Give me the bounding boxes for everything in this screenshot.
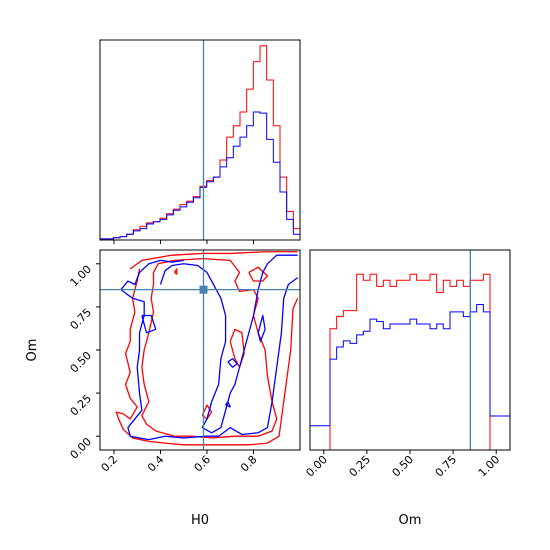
h0-om-contour-panel: 0.2 0.4 0.6 0.8 0.00 0.25 0.50 0.75 1.00 xyxy=(68,249,301,475)
om-y-tick-label: 0.25 xyxy=(68,392,95,419)
contour-blue-8 xyxy=(159,254,298,434)
h0-x-tick-label: 0.6 xyxy=(192,453,214,475)
contour-red-1 xyxy=(115,268,299,446)
om-y-tick-label: 0.00 xyxy=(68,435,95,462)
contour-blue-12 xyxy=(225,401,231,408)
contour-blue-7 xyxy=(120,259,299,441)
contour-red-0 xyxy=(129,251,298,270)
contour-red-5 xyxy=(201,404,213,420)
h0-x-tick-label: 0.8 xyxy=(238,453,260,475)
h0-x-tick-label: 0.2 xyxy=(99,453,121,475)
om-y-tick-label: 1.00 xyxy=(68,263,95,290)
h0-hist-frame xyxy=(99,39,301,241)
contour-blue-9 xyxy=(141,314,157,334)
contour-red-2 xyxy=(141,257,278,439)
y-axis-label-om: Om xyxy=(25,339,40,362)
om-y-tick-label: 0.75 xyxy=(68,306,95,333)
om-y-tick-label: 0.50 xyxy=(68,349,95,376)
h0-x-tick-label: 0.4 xyxy=(145,453,167,475)
contour-red-3 xyxy=(248,266,269,282)
om-hist-x-tick-label: 0.25 xyxy=(347,453,374,480)
om-hist-blue-series xyxy=(309,304,511,450)
om-hist-x-tick-label: 0.75 xyxy=(433,453,460,480)
om-hist-x-tick-label: 0.50 xyxy=(390,453,417,480)
h0-hist-red-series xyxy=(99,45,301,240)
contour-blue-10 xyxy=(257,314,266,343)
om-histogram-panel: 0.00 0.25 0.50 0.75 1.00 xyxy=(303,249,511,480)
om-hist-x-tick-label: 0.00 xyxy=(303,453,330,480)
x-axis-label-h0: H0 xyxy=(191,513,209,528)
om-hist-x-tick-label: 1.00 xyxy=(476,453,503,480)
truth-marker xyxy=(199,285,208,294)
h0-hist-blue-series xyxy=(99,111,301,240)
contour-blue-11 xyxy=(227,357,238,368)
contour-red-4 xyxy=(229,328,245,368)
om-hist-red-series xyxy=(310,273,510,451)
contour-group xyxy=(115,251,299,446)
h0-histogram-panel xyxy=(99,39,301,244)
x-axis-label-om: Om xyxy=(399,513,422,528)
contour-frame xyxy=(99,249,301,451)
contour-red-6 xyxy=(173,268,178,275)
